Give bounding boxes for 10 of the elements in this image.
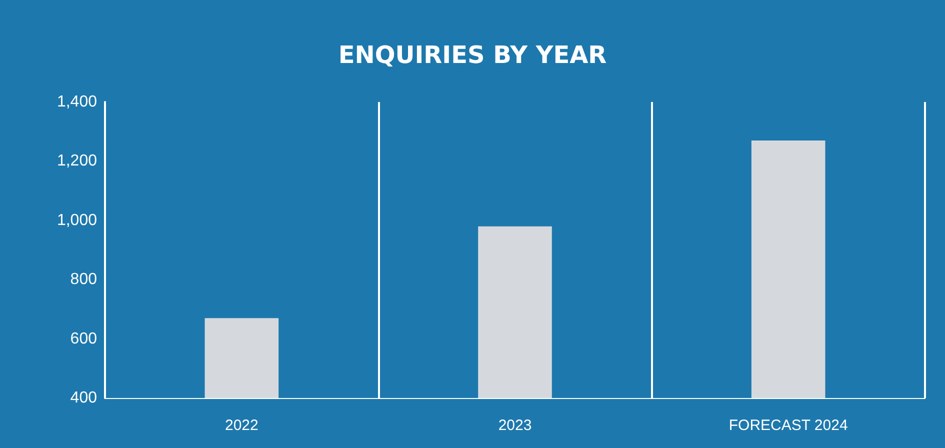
x-tick-label: 2022 <box>224 417 258 434</box>
y-tick-label: 1,200 <box>56 152 98 170</box>
y-tick-label: 600 <box>70 330 98 348</box>
y-tick-label: 1,000 <box>56 212 98 229</box>
y-tick-label: 1,400 <box>56 94 98 110</box>
y-tick-label: 400 <box>70 390 98 406</box>
x-tick-label: FORECAST 2024 <box>728 417 848 434</box>
chart-title: ENQUIRIES BY YEAR <box>338 41 607 69</box>
y-tick-label: 800 <box>70 271 98 288</box>
x-tick-label: 2023 <box>498 417 532 434</box>
